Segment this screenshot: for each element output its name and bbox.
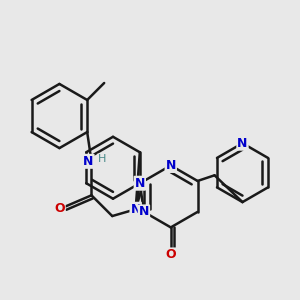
Text: N: N [130, 203, 141, 216]
Text: O: O [54, 202, 65, 215]
Text: N: N [166, 159, 176, 172]
Text: H: H [98, 154, 106, 164]
Text: N: N [139, 206, 149, 218]
Text: N: N [83, 155, 94, 168]
Text: N: N [135, 177, 145, 190]
Text: N: N [237, 137, 248, 150]
Text: O: O [165, 248, 176, 261]
